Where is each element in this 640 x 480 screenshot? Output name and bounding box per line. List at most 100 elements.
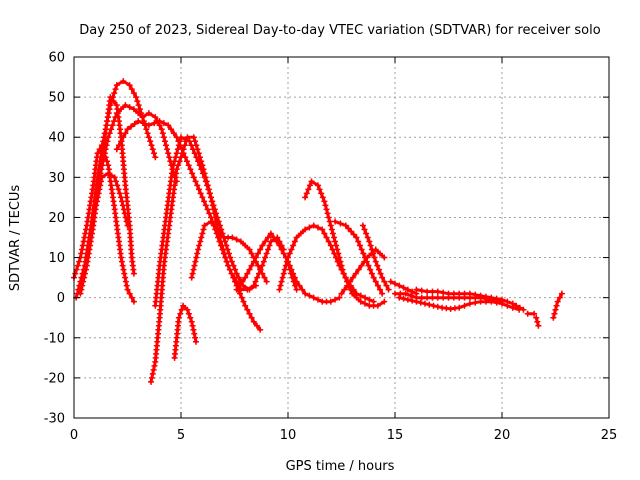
data-point-interp: [80, 270, 87, 277]
data-point-interp: [101, 150, 108, 157]
data-point-interp: [248, 250, 255, 257]
data-point-interp: [136, 106, 143, 113]
data-point: [456, 290, 463, 297]
data-point-interp: [206, 190, 213, 197]
data-point-interp: [350, 231, 357, 238]
data-point-interp: [352, 270, 359, 277]
data-point: [466, 300, 473, 307]
data-point-interp: [119, 202, 126, 209]
data-point-interp: [260, 258, 267, 265]
data-point-interp: [368, 270, 375, 277]
data-point-interp: [72, 270, 79, 277]
data-point: [285, 258, 291, 265]
x-tick-label: 10: [280, 428, 297, 443]
data-point: [130, 106, 137, 113]
data-point: [259, 262, 266, 269]
data-point-interp: [97, 170, 104, 177]
data-point-interp: [114, 182, 121, 189]
data-point: [244, 286, 251, 293]
data-point-interp: [183, 158, 190, 165]
data-point: [152, 114, 159, 121]
data-point-interp: [377, 270, 384, 277]
data-point-interp: [122, 214, 129, 221]
data-point-interp: [161, 138, 168, 145]
data-point: [531, 310, 538, 317]
data-point-interp: [290, 278, 297, 285]
data-point-interp: [119, 262, 126, 269]
data-point-interp: [128, 86, 135, 93]
data-point-interp: [160, 134, 167, 141]
data-point-interp: [440, 289, 447, 296]
data-point-interp: [189, 170, 196, 177]
data-point-interp: [191, 330, 198, 337]
data-point-interp: [194, 182, 201, 189]
data-point-interp: [367, 242, 374, 249]
data-point-interp: [375, 266, 382, 273]
data-point: [554, 298, 561, 305]
data-point-interp: [99, 162, 106, 169]
data-point: [113, 82, 120, 89]
data-point-interp: [131, 120, 138, 127]
data-point: [152, 154, 159, 161]
series-arc-6: [113, 118, 264, 333]
data-point-interp: [306, 224, 313, 231]
data-point: [250, 258, 257, 265]
data-point-interp: [123, 282, 130, 289]
data-point: [347, 278, 354, 285]
data-point: [165, 122, 172, 129]
data-point-interp: [189, 146, 196, 153]
data-point: [145, 122, 152, 129]
data-point-interp: [76, 282, 83, 289]
data-point: [509, 300, 516, 307]
data-point-interp: [170, 162, 177, 169]
data-point: [188, 318, 195, 325]
x-axis-label: GPS time / hours: [286, 459, 395, 474]
data-point-interp: [368, 246, 375, 253]
data-point-interp: [189, 270, 196, 277]
data-point-interp: [292, 282, 299, 289]
data-point-interp: [360, 250, 367, 257]
data-point-interp: [233, 236, 240, 243]
data-point-interp: [338, 262, 345, 269]
data-point: [357, 298, 364, 305]
data-point-interp: [328, 226, 335, 233]
data-point-interp: [265, 234, 272, 241]
data-point: [434, 288, 441, 295]
data-point: [188, 274, 195, 281]
data-point-interp: [163, 142, 170, 149]
data-point-interp: [160, 120, 167, 127]
data-point-interp: [93, 202, 100, 209]
data-point: [310, 222, 317, 229]
data-point: [430, 302, 437, 309]
data-point: [321, 198, 328, 205]
data-point-interp: [450, 290, 457, 297]
data-point: [207, 194, 214, 201]
data-point-interp: [228, 258, 235, 265]
data-point-interp: [316, 186, 323, 193]
data-point-interp: [202, 202, 209, 209]
data-point: [105, 170, 112, 177]
data-point: [242, 302, 249, 309]
data-point-interp: [325, 238, 332, 245]
axes: 0 5 10 15 20 25 -30 -20 -10 0 10 20 30 40 50 60: [44, 51, 618, 444]
data-point: [327, 242, 334, 249]
data-point: [242, 274, 249, 281]
data-point-interp: [118, 106, 125, 113]
data-point-interp: [325, 214, 332, 221]
data-point-interp: [434, 303, 441, 310]
data-point-interp: [246, 266, 253, 273]
data-point-interp: [110, 98, 117, 105]
data-point: [195, 246, 202, 253]
data-point-interp: [472, 299, 479, 306]
series-arc-13: [276, 222, 377, 305]
data-point-interp: [553, 302, 560, 309]
data-point-interp: [199, 230, 206, 237]
data-point-interp: [335, 250, 342, 257]
data-point-interp: [332, 296, 339, 303]
data-point-interp: [291, 238, 298, 245]
data-point: [302, 194, 309, 201]
data-point: [520, 306, 527, 313]
data-point-interp: [326, 218, 333, 225]
